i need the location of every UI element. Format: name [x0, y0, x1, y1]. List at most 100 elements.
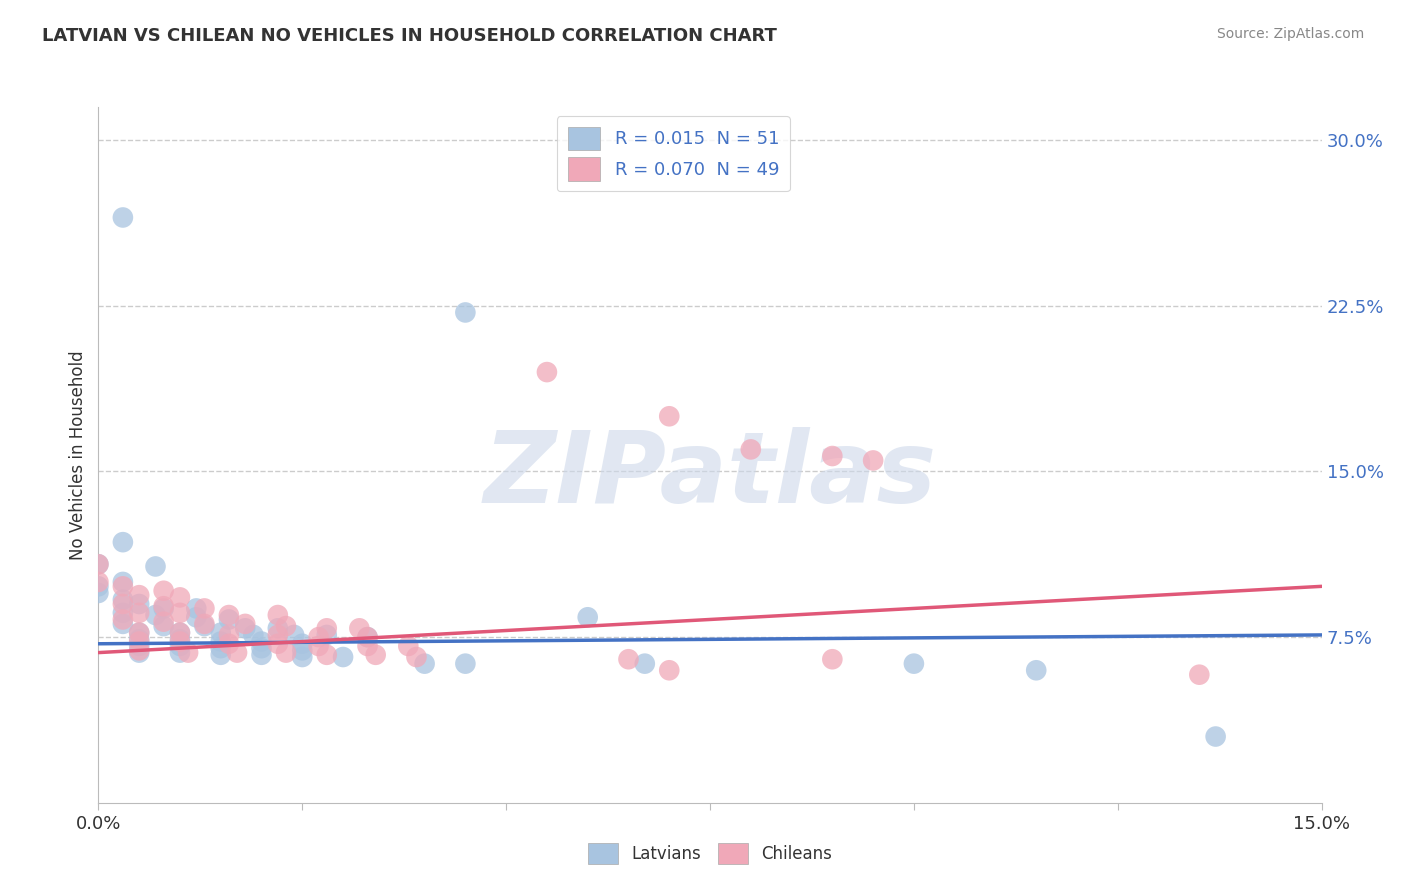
- Point: [152, 601, 174, 615]
- Point: [193, 601, 215, 615]
- Point: [634, 657, 657, 671]
- Point: [233, 621, 256, 635]
- Point: [209, 625, 232, 640]
- Point: [454, 657, 477, 671]
- Point: [364, 648, 387, 662]
- Point: [186, 601, 208, 615]
- Point: [291, 643, 314, 657]
- Point: [617, 652, 640, 666]
- Point: [821, 449, 844, 463]
- Point: [356, 630, 378, 644]
- Point: [356, 639, 378, 653]
- Point: [242, 628, 264, 642]
- Point: [169, 639, 191, 653]
- Point: [87, 558, 110, 572]
- Point: [740, 442, 762, 457]
- Point: [169, 632, 191, 647]
- Point: [169, 646, 191, 660]
- Point: [169, 591, 191, 605]
- Point: [128, 632, 150, 647]
- Point: [576, 610, 599, 624]
- Point: [111, 211, 134, 225]
- Point: [177, 646, 200, 660]
- Text: ZIPatlas: ZIPatlas: [484, 427, 936, 524]
- Point: [658, 409, 681, 424]
- Point: [209, 634, 232, 648]
- Point: [1188, 667, 1211, 681]
- Point: [267, 621, 290, 635]
- Point: [356, 630, 378, 644]
- Point: [152, 619, 174, 633]
- Point: [396, 639, 419, 653]
- Point: [308, 639, 330, 653]
- Point: [87, 579, 110, 593]
- Point: [291, 637, 314, 651]
- Point: [1205, 730, 1227, 744]
- Point: [111, 616, 134, 631]
- Point: [87, 574, 110, 589]
- Point: [862, 453, 884, 467]
- Point: [1025, 663, 1047, 677]
- Point: [454, 305, 477, 319]
- Point: [186, 610, 208, 624]
- Point: [152, 583, 174, 598]
- Point: [250, 648, 273, 662]
- Point: [315, 648, 337, 662]
- Point: [267, 628, 290, 642]
- Point: [536, 365, 558, 379]
- Point: [128, 646, 150, 660]
- Point: [152, 615, 174, 629]
- Point: [405, 650, 427, 665]
- Point: [658, 663, 681, 677]
- Point: [169, 625, 191, 640]
- Point: [218, 608, 240, 623]
- Point: [145, 608, 167, 623]
- Point: [315, 621, 337, 635]
- Point: [169, 625, 191, 640]
- Point: [250, 634, 273, 648]
- Point: [169, 606, 191, 620]
- Point: [169, 634, 191, 648]
- Point: [226, 646, 249, 660]
- Legend: Latvians, Chileans: Latvians, Chileans: [582, 837, 838, 871]
- Point: [128, 606, 150, 620]
- Point: [233, 616, 256, 631]
- Point: [349, 621, 371, 635]
- Point: [315, 628, 337, 642]
- Point: [128, 588, 150, 602]
- Point: [87, 586, 110, 600]
- Point: [821, 652, 844, 666]
- Point: [111, 574, 134, 589]
- Point: [218, 628, 240, 642]
- Point: [308, 630, 330, 644]
- Point: [267, 608, 290, 623]
- Point: [145, 559, 167, 574]
- Point: [87, 558, 110, 572]
- Point: [903, 657, 925, 671]
- Point: [111, 579, 134, 593]
- Point: [193, 619, 215, 633]
- Point: [111, 612, 134, 626]
- Point: [267, 637, 290, 651]
- Text: Source: ZipAtlas.com: Source: ZipAtlas.com: [1216, 27, 1364, 41]
- Point: [111, 535, 134, 549]
- Point: [128, 625, 150, 640]
- Point: [111, 597, 134, 611]
- Point: [283, 628, 305, 642]
- Point: [128, 634, 150, 648]
- Point: [128, 639, 150, 653]
- Point: [250, 641, 273, 656]
- Point: [193, 616, 215, 631]
- Point: [209, 648, 232, 662]
- Point: [128, 597, 150, 611]
- Point: [413, 657, 436, 671]
- Y-axis label: No Vehicles in Household: No Vehicles in Household: [69, 350, 87, 560]
- Point: [332, 650, 354, 665]
- Point: [128, 625, 150, 640]
- Point: [218, 637, 240, 651]
- Point: [218, 612, 240, 626]
- Point: [274, 646, 297, 660]
- Point: [209, 641, 232, 656]
- Point: [111, 606, 134, 620]
- Point: [128, 643, 150, 657]
